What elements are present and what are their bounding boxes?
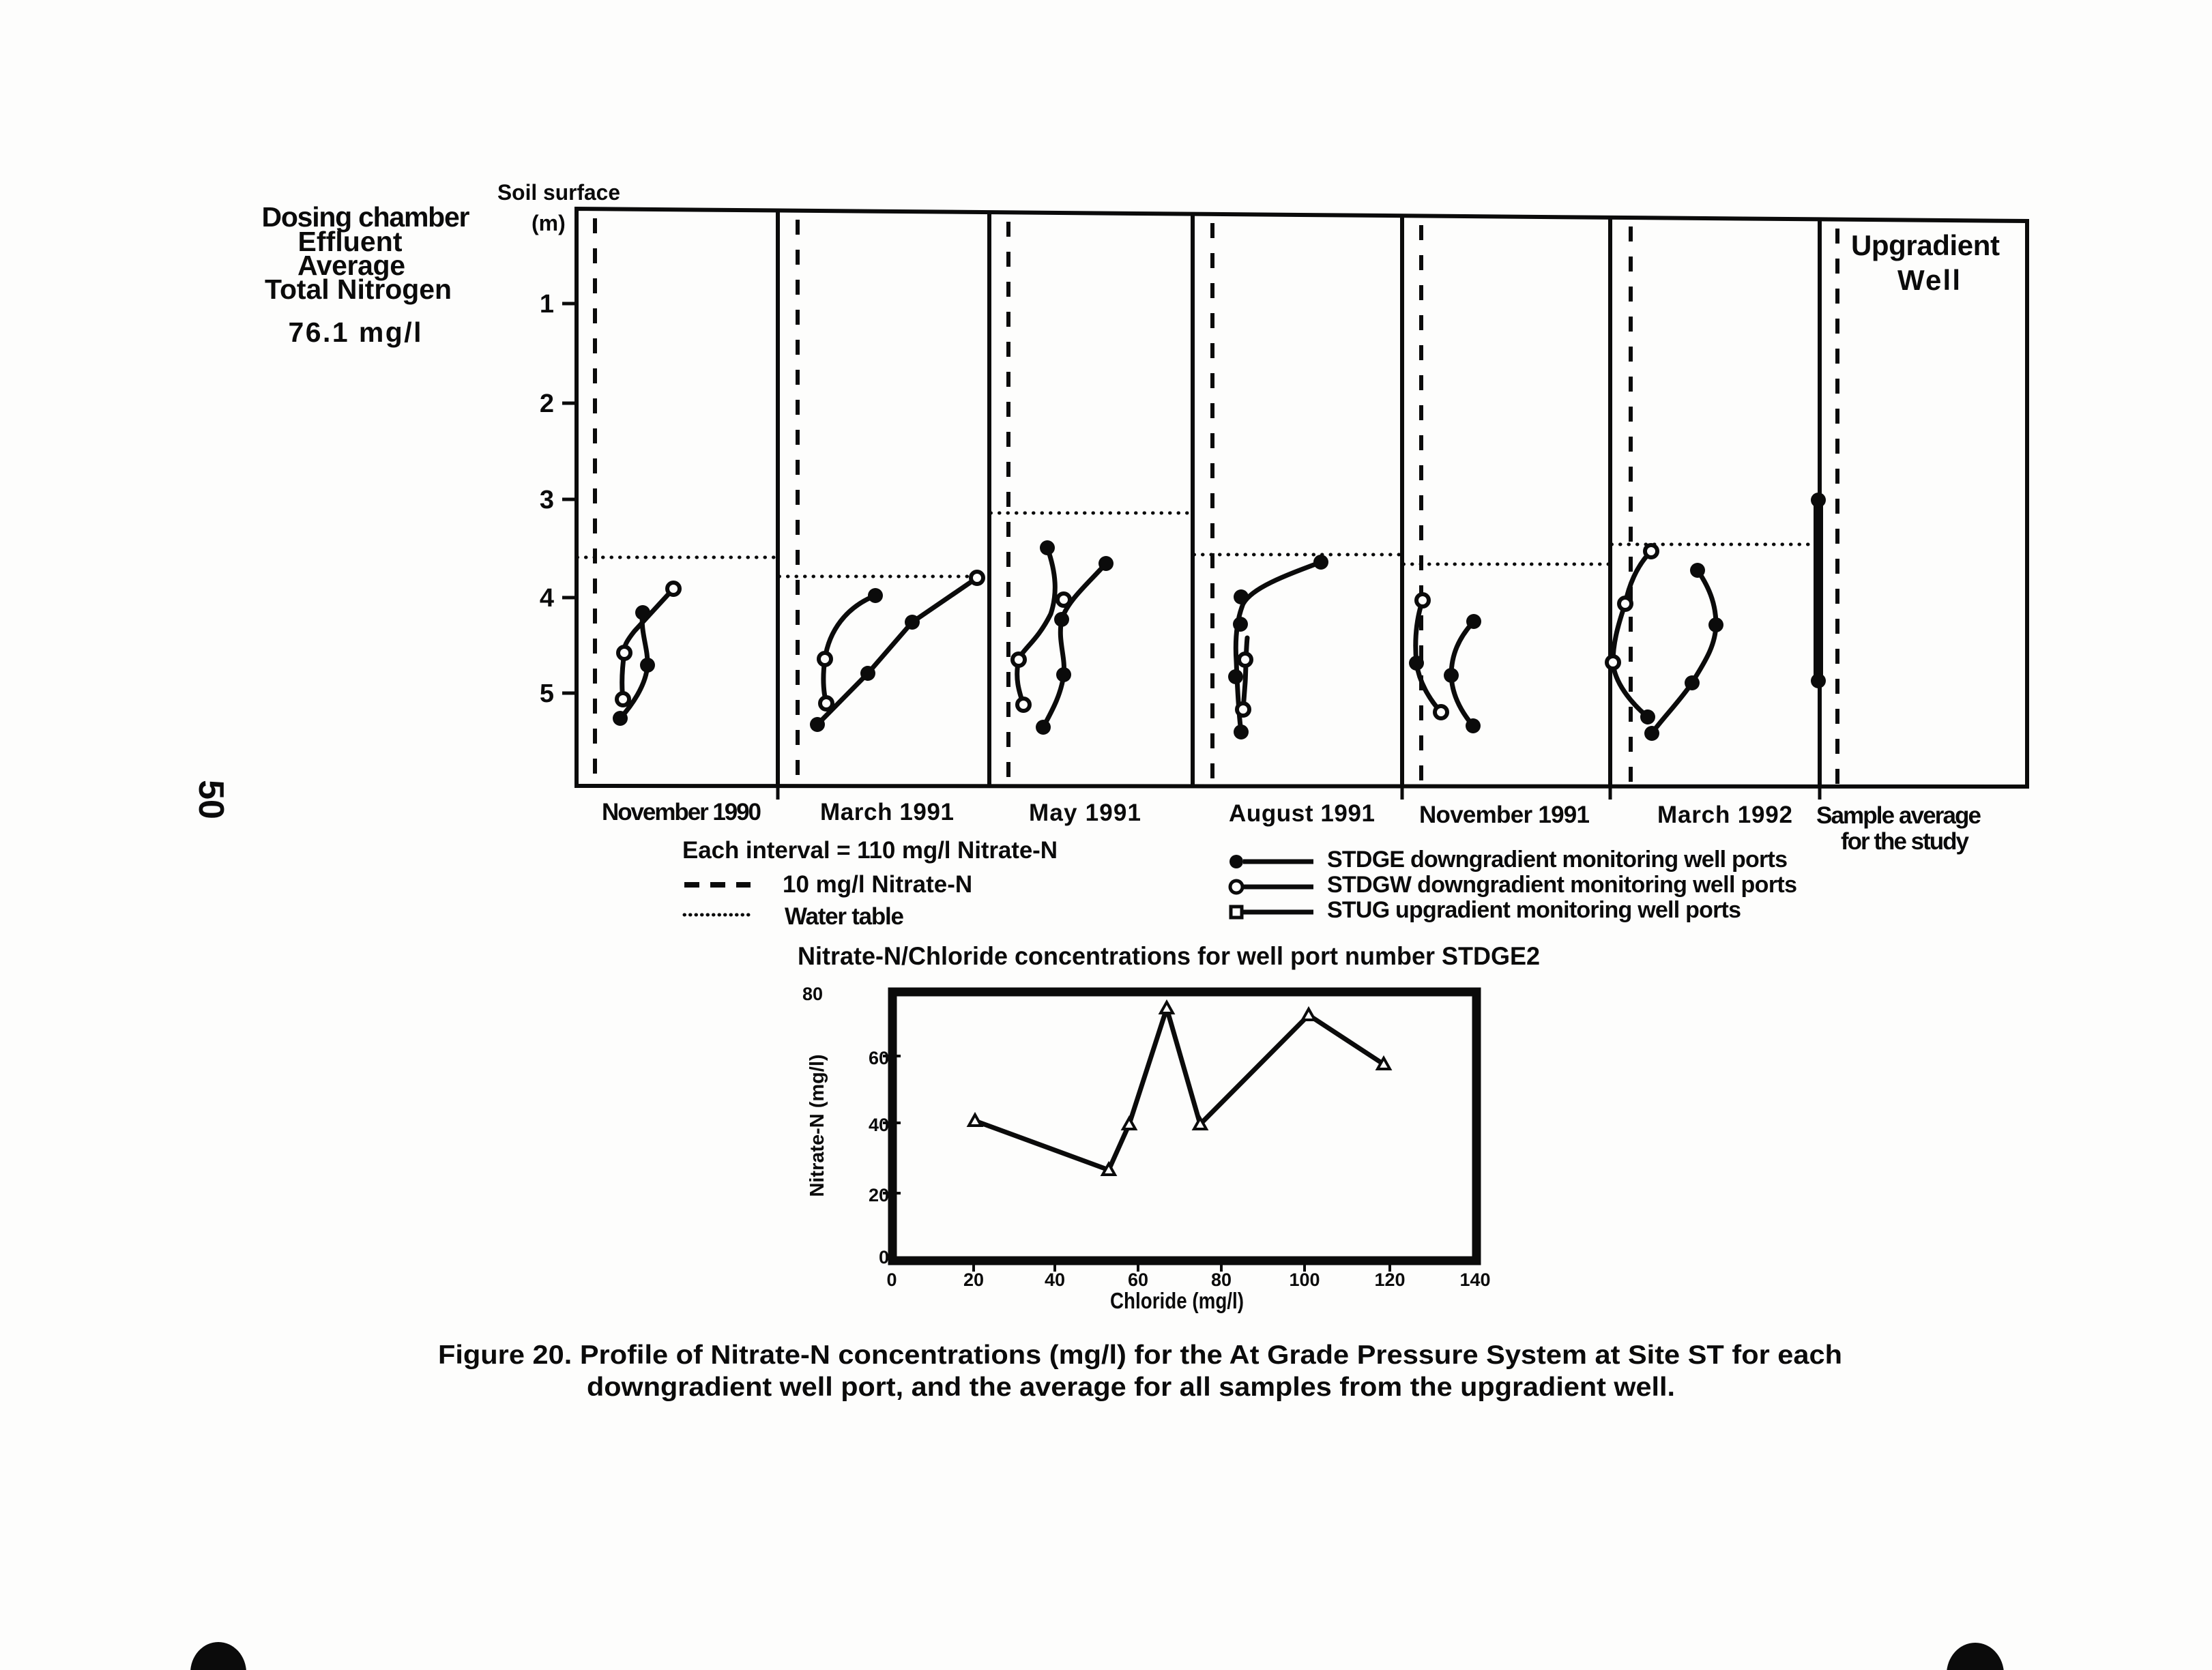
- svg-text:80: 80: [802, 984, 823, 1004]
- svg-text:March 1992: March 1992: [1657, 802, 1792, 828]
- svg-text:Total Nitrogen: Total Nitrogen: [265, 274, 452, 305]
- svg-text:3: 3: [540, 486, 554, 514]
- svg-text:(m): (m): [532, 211, 566, 235]
- svg-text:0: 0: [879, 1247, 889, 1268]
- svg-text:80: 80: [1211, 1270, 1232, 1290]
- svg-text:March 1991: March 1991: [820, 799, 954, 825]
- svg-text:August 1991: August 1991: [1229, 800, 1375, 827]
- svg-text:Each interval = 110 mg/l Nit: Each interval = 110 mg/l Nitrate-N: [682, 837, 1058, 864]
- svg-text:76.1 mg/l: 76.1 mg/l: [289, 317, 422, 348]
- svg-text:Nitrate-N/Chloride concentrati: Nitrate-N/Chloride concentrations for we…: [798, 942, 1540, 970]
- svg-text:40: 40: [1045, 1270, 1065, 1290]
- svg-text:60: 60: [1128, 1270, 1148, 1290]
- svg-text:Average: Average: [297, 250, 405, 281]
- svg-text:4: 4: [540, 584, 554, 613]
- svg-text:November 1991: November 1991: [1419, 802, 1590, 828]
- svg-text:downgradient well port, and th: downgradient well port, and the average …: [587, 1373, 1675, 1402]
- svg-text:November 1990: November 1990: [602, 799, 761, 825]
- svg-text:Chloride (mg/l): Chloride (mg/l): [1110, 1288, 1244, 1313]
- svg-text:40: 40: [869, 1115, 889, 1135]
- svg-text:for the study: for the study: [1841, 828, 1970, 855]
- svg-text:Soil surface: Soil surface: [497, 180, 620, 205]
- svg-text:May 1991: May 1991: [1029, 800, 1141, 826]
- svg-text:STDGW downgradient monitoring: STDGW downgradient monitoring well ports: [1327, 872, 1797, 898]
- svg-text:120: 120: [1374, 1270, 1405, 1290]
- svg-text:Figure 20. Profile of Nitrate: Figure 20. Profile of Nitrate-N concentr…: [438, 1341, 1842, 1370]
- svg-text:20: 20: [869, 1185, 889, 1205]
- svg-text:Effluent: Effluent: [298, 226, 403, 257]
- svg-text:STDGE downgradient monitoring: STDGE downgradient monitoring well ports: [1327, 847, 1788, 873]
- svg-text:100: 100: [1289, 1270, 1320, 1290]
- svg-text:60: 60: [869, 1048, 889, 1068]
- svg-text:STUG upgradient monitoring wel: STUG upgradient monitoring well ports: [1327, 897, 1741, 923]
- svg-text:5: 5: [540, 679, 554, 708]
- svg-text:Well: Well: [1897, 264, 1960, 296]
- svg-text:0: 0: [886, 1270, 897, 1290]
- svg-text:Nitrate-N (mg/l): Nitrate-N (mg/l): [806, 1055, 828, 1197]
- svg-text:1: 1: [540, 290, 554, 319]
- svg-text:Dosing chamber: Dosing chamber: [262, 201, 470, 233]
- svg-text:Sample average: Sample average: [1816, 802, 1981, 829]
- svg-text:50: 50: [191, 780, 231, 819]
- svg-text:Water table: Water table: [785, 903, 904, 930]
- svg-text:140: 140: [1459, 1270, 1490, 1290]
- svg-text:20: 20: [963, 1270, 984, 1290]
- svg-text:2: 2: [540, 390, 554, 418]
- svg-text:10 mg/l Nitrate-N: 10 mg/l Nitrate-N: [783, 871, 972, 898]
- svg-text:Upgradient: Upgradient: [1851, 229, 2000, 261]
